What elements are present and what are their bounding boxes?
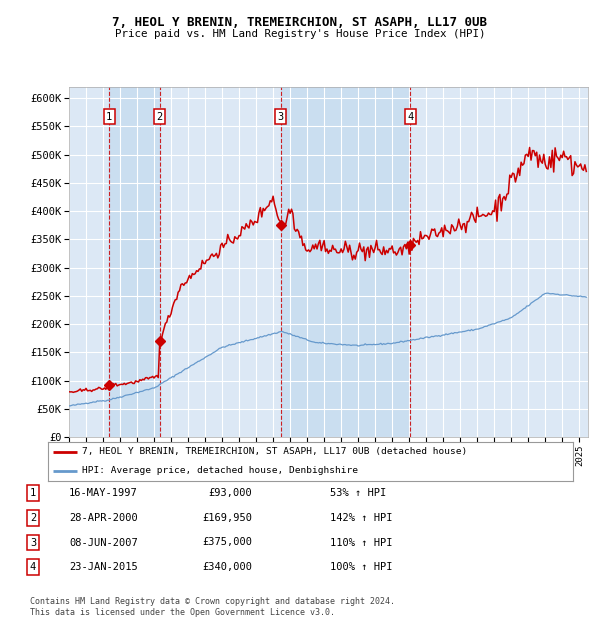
- Text: 4: 4: [407, 112, 413, 122]
- Text: 7, HEOL Y BRENIN, TREMEIRCHION, ST ASAPH, LL17 0UB: 7, HEOL Y BRENIN, TREMEIRCHION, ST ASAPH…: [113, 16, 487, 29]
- Text: £340,000: £340,000: [202, 562, 252, 572]
- Bar: [281, 87, 410, 437]
- Text: 16-MAY-1997: 16-MAY-1997: [69, 488, 138, 498]
- Bar: [109, 87, 160, 437]
- Text: 2: 2: [30, 513, 36, 523]
- Text: Price paid vs. HM Land Registry's House Price Index (HPI): Price paid vs. HM Land Registry's House …: [115, 29, 485, 39]
- Text: £93,000: £93,000: [208, 488, 252, 498]
- Text: 28-APR-2000: 28-APR-2000: [69, 513, 138, 523]
- Text: 08-JUN-2007: 08-JUN-2007: [69, 538, 138, 547]
- Text: 2: 2: [157, 112, 163, 122]
- Text: 142% ↑ HPI: 142% ↑ HPI: [330, 513, 392, 523]
- Text: 23-JAN-2015: 23-JAN-2015: [69, 562, 138, 572]
- Text: 4: 4: [30, 562, 36, 572]
- Text: £169,950: £169,950: [202, 513, 252, 523]
- Text: 53% ↑ HPI: 53% ↑ HPI: [330, 488, 386, 498]
- Text: 110% ↑ HPI: 110% ↑ HPI: [330, 538, 392, 547]
- Text: Contains HM Land Registry data © Crown copyright and database right 2024.
This d: Contains HM Land Registry data © Crown c…: [30, 598, 395, 617]
- Text: £375,000: £375,000: [202, 538, 252, 547]
- Text: 7, HEOL Y BRENIN, TREMEIRCHION, ST ASAPH, LL17 0UB (detached house): 7, HEOL Y BRENIN, TREMEIRCHION, ST ASAPH…: [82, 447, 467, 456]
- Text: 1: 1: [30, 488, 36, 498]
- Text: HPI: Average price, detached house, Denbighshire: HPI: Average price, detached house, Denb…: [82, 466, 358, 476]
- Text: 1: 1: [106, 112, 112, 122]
- Text: 3: 3: [278, 112, 284, 122]
- Text: 100% ↑ HPI: 100% ↑ HPI: [330, 562, 392, 572]
- Text: 3: 3: [30, 538, 36, 547]
